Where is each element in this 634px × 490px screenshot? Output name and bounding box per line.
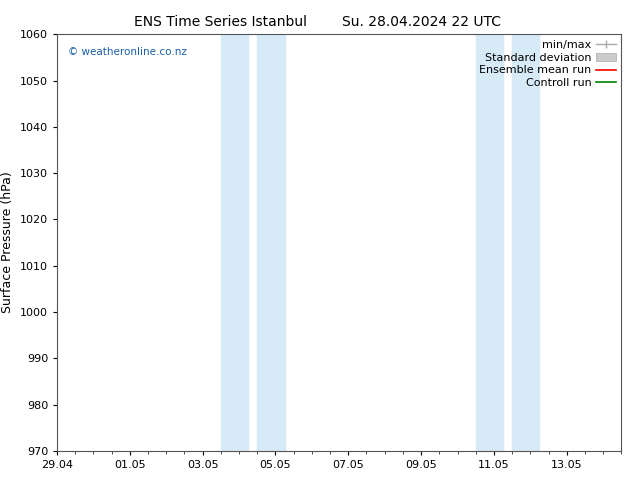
- Y-axis label: Surface Pressure (hPa): Surface Pressure (hPa): [1, 172, 15, 314]
- Bar: [221, 34, 248, 451]
- Legend: min/max, Standard deviation, Ensemble mean run, Controll run: min/max, Standard deviation, Ensemble me…: [479, 40, 616, 88]
- Bar: [512, 34, 540, 451]
- Text: © weatheronline.co.nz: © weatheronline.co.nz: [68, 47, 187, 57]
- Bar: [476, 34, 503, 451]
- Text: ENS Time Series Istanbul        Su. 28.04.2024 22 UTC: ENS Time Series Istanbul Su. 28.04.2024 …: [134, 15, 500, 29]
- Bar: [257, 34, 285, 451]
